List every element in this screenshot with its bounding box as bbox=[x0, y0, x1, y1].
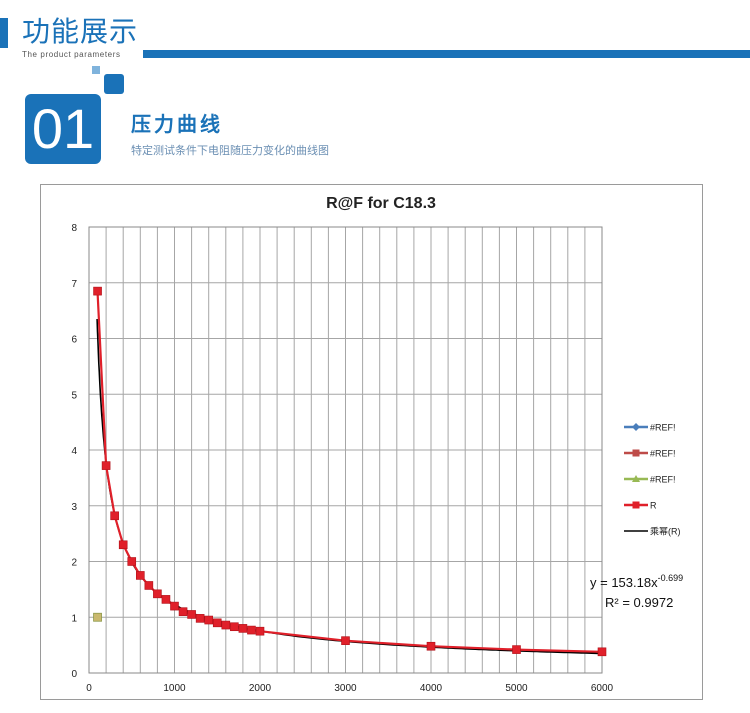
legend-label: #REF! bbox=[650, 475, 676, 485]
legend-entry: R bbox=[624, 501, 657, 511]
legend-label: 乘幂(R) bbox=[650, 526, 681, 537]
data-point bbox=[118, 540, 128, 550]
series-line-R bbox=[96, 291, 603, 653]
plot-area-border bbox=[88, 226, 603, 674]
x-tick-label: 4000 bbox=[420, 683, 443, 694]
data-point bbox=[110, 511, 119, 521]
page-title: 功能展示 bbox=[22, 15, 139, 48]
section-number: 01 bbox=[25, 94, 101, 164]
x-tick-label: 1000 bbox=[163, 683, 186, 694]
y-tick-label: 6 bbox=[71, 335, 77, 346]
data-point bbox=[341, 636, 350, 645]
y-tick-label: 1 bbox=[71, 613, 77, 624]
data-point bbox=[247, 625, 256, 635]
x-tick-label: 6000 bbox=[591, 683, 614, 694]
decor-square-small bbox=[92, 66, 100, 74]
trendline-equation: y = 153.18x-0.699 R² = 0.9972 bbox=[590, 573, 683, 610]
data-point bbox=[221, 620, 231, 630]
data-point bbox=[153, 589, 162, 599]
data-point bbox=[178, 607, 188, 616]
data-point bbox=[230, 622, 239, 632]
data-point bbox=[238, 624, 248, 633]
legend-entry: #REF! bbox=[624, 449, 676, 459]
y-tick-label: 2 bbox=[71, 558, 77, 569]
equation-exponent: -0.699 bbox=[658, 573, 684, 583]
chart-frame: R@F for C18.3 0 1 2 3 4 5 6 7 8 0 1000 2000 3000 4000… bbox=[40, 184, 703, 700]
data-point bbox=[212, 618, 222, 628]
x-tick-label: 3000 bbox=[334, 683, 357, 694]
data-point bbox=[93, 612, 102, 622]
chart-title: R@F for C18.3 bbox=[326, 195, 436, 212]
legend-marker bbox=[632, 449, 640, 457]
data-point bbox=[93, 286, 102, 296]
chart: R@F for C18.3 0 1 2 3 4 5 6 7 8 0 1000 2000 3000 4000… bbox=[71, 195, 683, 694]
legend-marker bbox=[632, 501, 640, 509]
legend-marker bbox=[632, 423, 640, 431]
y-tick-label: 3 bbox=[71, 502, 77, 513]
equation-text: y = 153.18x bbox=[590, 575, 658, 590]
x-tick-label: 5000 bbox=[505, 683, 528, 694]
legend-entry: #REF! bbox=[624, 475, 676, 485]
legend-entry: 乘幂(R) bbox=[624, 526, 681, 537]
legend-entry: #REF! bbox=[624, 423, 676, 433]
decor-square-medium bbox=[104, 74, 124, 94]
data-point bbox=[255, 626, 265, 636]
data-point bbox=[512, 645, 521, 654]
section-description: 特定测试条件下电阻随压力变化的曲线图 bbox=[131, 144, 329, 157]
data-point bbox=[204, 615, 213, 625]
legend-label: #REF! bbox=[650, 423, 676, 433]
data-point bbox=[597, 647, 607, 657]
data-point bbox=[187, 610, 196, 619]
header-accent-bar bbox=[0, 18, 8, 48]
legend-marker bbox=[632, 475, 640, 482]
data-point bbox=[426, 641, 436, 651]
x-tick-label: 2000 bbox=[249, 683, 272, 694]
y-tick-label: 8 bbox=[71, 223, 77, 234]
data-point bbox=[195, 614, 205, 623]
y-tick-label: 5 bbox=[71, 390, 77, 401]
header-divider bbox=[143, 50, 750, 58]
data-point bbox=[161, 595, 171, 604]
y-tick-label: 7 bbox=[71, 279, 77, 290]
legend-label: R bbox=[650, 501, 657, 511]
equation-r2: R² = 0.9972 bbox=[605, 595, 673, 610]
x-tick-label: 0 bbox=[86, 683, 92, 694]
y-tick-label: 4 bbox=[71, 446, 77, 457]
data-point bbox=[101, 461, 111, 470]
svg-text:y = 153.18x-0.699: y = 153.18x-0.699 bbox=[590, 573, 683, 590]
data-point bbox=[144, 581, 154, 590]
legend-label: #REF! bbox=[650, 449, 676, 459]
data-point bbox=[136, 571, 145, 580]
data-point bbox=[170, 601, 179, 611]
page-subtitle: The product parameters bbox=[22, 50, 121, 59]
data-point bbox=[127, 557, 137, 566]
y-tick-label: 0 bbox=[71, 669, 77, 680]
section-title: 压力曲线 bbox=[131, 112, 223, 136]
